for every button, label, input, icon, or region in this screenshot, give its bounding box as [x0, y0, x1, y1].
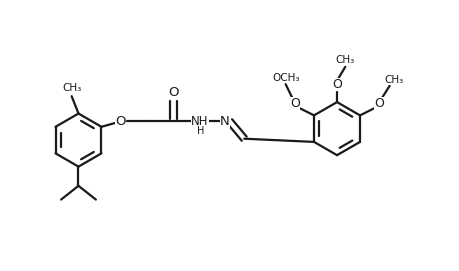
Text: CH₃: CH₃	[336, 55, 355, 65]
Text: N: N	[220, 115, 230, 128]
Text: CH₃: CH₃	[62, 83, 81, 93]
Text: O: O	[332, 78, 342, 91]
Text: H: H	[197, 126, 204, 136]
Text: NH: NH	[191, 115, 208, 128]
Text: OCH₃: OCH₃	[272, 73, 299, 83]
Text: O: O	[116, 115, 126, 128]
Text: O: O	[290, 97, 300, 110]
Text: O: O	[374, 97, 384, 110]
Text: CH₃: CH₃	[385, 75, 404, 85]
Text: O: O	[168, 86, 179, 99]
